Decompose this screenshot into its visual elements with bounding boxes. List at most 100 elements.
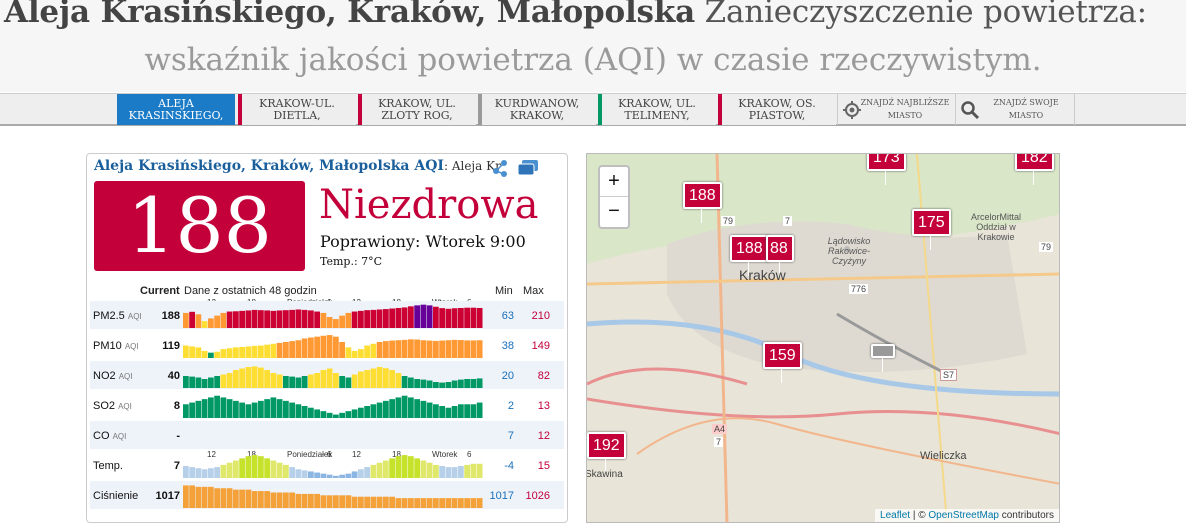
sparkline-bar <box>320 411 327 418</box>
sparkline-bar <box>208 352 214 358</box>
tick-label: Wtorek <box>432 450 458 459</box>
map-marker[interactable]: 188 <box>730 235 769 276</box>
sparkline-bar <box>201 379 208 388</box>
current-value: 119 <box>162 340 180 352</box>
aqi-value-box: 188 <box>94 181 305 271</box>
share-icon[interactable] <box>492 159 508 177</box>
min-value: 7 <box>507 430 514 442</box>
sparkline-bar <box>351 409 358 418</box>
sparkline-bar <box>408 377 414 388</box>
sparkline-bar <box>345 347 352 358</box>
tab-krakow-zloty-rog[interactable]: Krakow, Ul. Zloty Rog, <box>358 94 476 125</box>
sparkline-bar <box>445 308 452 328</box>
sparkline-bar <box>420 304 427 328</box>
map-marker[interactable]: 159 <box>763 342 802 383</box>
sparkline-bar <box>251 491 258 508</box>
map-marker-nodata[interactable] <box>871 344 895 372</box>
tab-krakow-dietla[interactable]: Krakow-ul. Dietla, <box>238 94 356 125</box>
sparkline-bar <box>464 307 470 328</box>
tab-kurdwanow[interactable]: Kurdwanow, Krakow, <box>478 94 596 125</box>
sparkline-bar <box>201 486 208 508</box>
sparkline-bar <box>308 493 314 508</box>
sparkline-bar <box>258 400 264 418</box>
sparkline-bar <box>214 488 220 508</box>
sparkline-bar <box>458 466 464 478</box>
map-marker[interactable]: 175 <box>912 209 951 250</box>
map[interactable]: + − 188 188 88 175 159 192 173 182 Kraków… <box>586 153 1060 523</box>
widget-icon[interactable] <box>517 159 539 177</box>
row-temp[interactable]: Temp. 7 -4 15 <box>90 451 564 479</box>
row-so2[interactable]: SO2 AQI 8 2 13 <box>90 391 564 419</box>
sparkline-bar <box>414 399 420 418</box>
sparkline-bar <box>395 498 402 508</box>
sparkline-bar <box>195 400 202 418</box>
sparkline-bar <box>420 340 427 358</box>
sparkline-bar <box>264 310 270 328</box>
sparkline-bar <box>451 380 458 388</box>
sparkline-bar <box>370 464 377 478</box>
sparkline-bar <box>239 402 245 418</box>
sparkline-bar <box>333 495 339 508</box>
pollutant-name: CO <box>93 430 110 442</box>
sparkline-bar <box>301 376 308 388</box>
sparkline-bar <box>464 404 470 418</box>
sparkline-bar <box>470 463 477 478</box>
row-pressure[interactable]: Ciśnienie 1017 1017 1026 <box>90 481 564 509</box>
sparkline-bar <box>401 395 408 418</box>
tab-krakow-telimeny[interactable]: Krakow, Ul. Telimeny, <box>598 94 716 125</box>
row-pm10[interactable]: PM10 AQI 119 38 149 <box>90 331 564 359</box>
sparkline-bar <box>476 340 483 358</box>
sparkline-bar <box>470 404 477 418</box>
sparkline-bar <box>439 498 445 508</box>
map-tiles <box>587 154 1059 522</box>
sparkline-bar <box>320 312 327 328</box>
sparkline-bar <box>226 462 233 478</box>
sparkline-bar <box>220 312 227 328</box>
sparkline-bar <box>433 404 439 418</box>
sparkline-bar <box>220 397 227 418</box>
sparkline-bar <box>476 463 483 478</box>
sparkline-bar <box>308 374 314 388</box>
map-marker[interactable]: 192 <box>587 432 626 473</box>
min-value: 63 <box>501 310 514 322</box>
sparkline-bar <box>383 400 389 418</box>
tab-krakow-piastow[interactable]: Krakow, Os. Piastow, <box>718 94 836 125</box>
sparkline-bar <box>345 473 352 478</box>
sparkline-bar <box>458 498 464 508</box>
row-no2[interactable]: NO2 AQI 40 20 82 <box>90 361 564 389</box>
row-pm25[interactable]: PM2.5 AQI 188 63 210 <box>90 301 564 329</box>
sparkline-bar <box>439 466 445 478</box>
sparkline-bar <box>183 466 189 478</box>
sparkline-bar <box>420 498 427 508</box>
sparkline-bar <box>239 368 245 388</box>
find-your-city-button[interactable]: znajdź swoje miasto <box>955 94 1075 125</box>
sparkline-bar <box>295 377 302 388</box>
sparkline-bar <box>270 343 277 358</box>
sparkline-bar <box>426 498 433 508</box>
map-marker[interactable]: 88 <box>766 235 794 276</box>
sparkline-bar <box>276 310 283 328</box>
temperature: Temp.: 7°C <box>320 255 383 268</box>
station-nav: Aleja Krasinskiego, Krakow-ul. Dietla, Kra… <box>0 93 1186 126</box>
current-value: - <box>176 430 180 442</box>
max-value: 210 <box>531 310 550 322</box>
row-co[interactable]: CO AQI - 7 12 <box>90 421 564 449</box>
sparkline-bar <box>245 456 252 478</box>
sparkline-bar <box>258 345 264 358</box>
map-marker[interactable]: 182 <box>1015 154 1054 185</box>
max-value: 82 <box>537 370 550 382</box>
sparkline-bar <box>283 342 289 358</box>
pollutant-unit: AQI <box>118 372 133 381</box>
sparkline-bar <box>395 456 402 478</box>
map-marker[interactable]: 188 <box>683 182 722 223</box>
sparkline-bar <box>276 399 283 418</box>
pm10-sparkline <box>183 335 483 358</box>
zoom-in-button[interactable]: + <box>600 167 628 197</box>
sparkline-bar <box>395 373 402 388</box>
sparkline-bar <box>233 400 239 418</box>
zoom-out-button[interactable]: − <box>608 200 620 222</box>
current-value: 40 <box>167 370 180 382</box>
map-marker[interactable]: 173 <box>867 154 906 185</box>
tab-aleja-krasinskiego[interactable]: Aleja Krasinskiego, <box>117 94 235 125</box>
find-nearest-city-button[interactable]: znajdź najbliższe miasto <box>837 94 952 125</box>
